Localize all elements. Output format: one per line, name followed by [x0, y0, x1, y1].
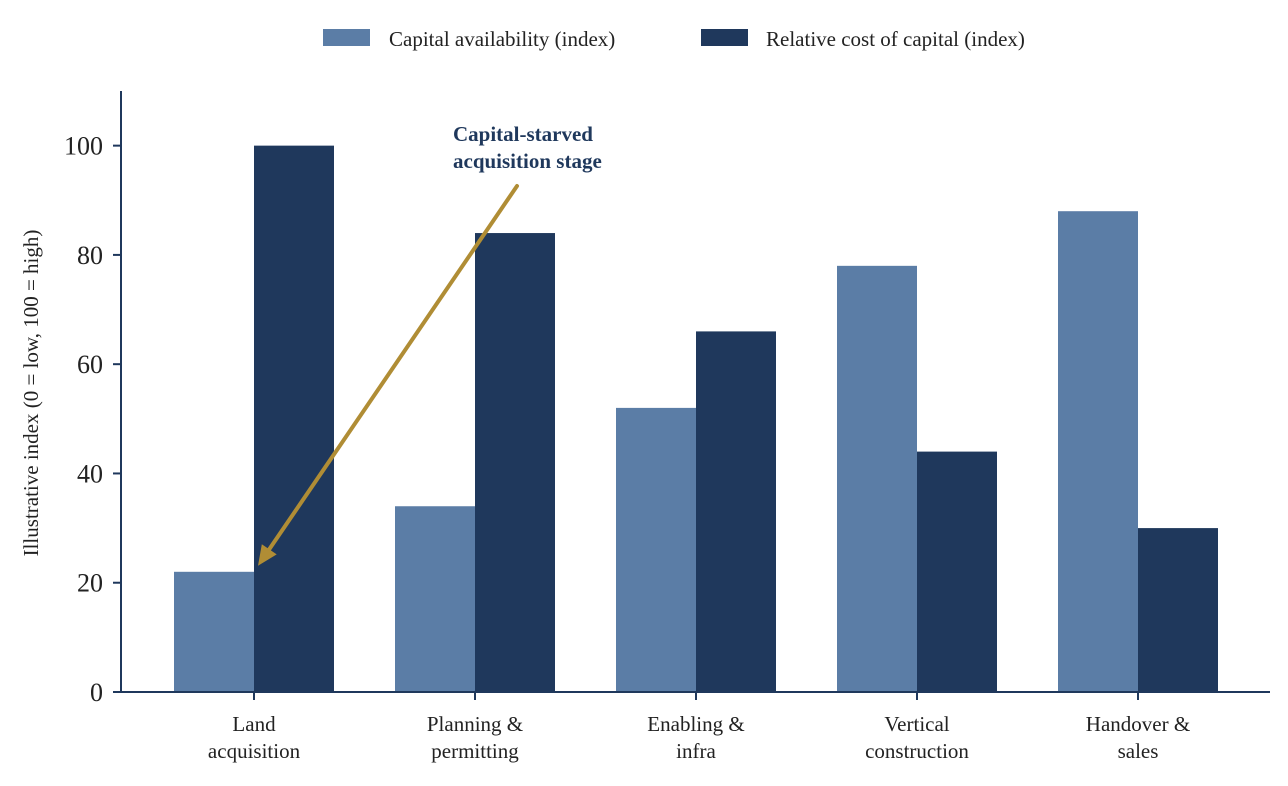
- x-tick-label: Planning & permitting: [427, 712, 523, 763]
- y-tick-label: 100: [64, 132, 103, 161]
- x-axis-ticks: Land acquisition Planning & permitting Enabl…: [208, 692, 1190, 763]
- x-tick-label-line: Land: [232, 712, 276, 736]
- bar-capital-availability-2: [616, 407, 696, 692]
- x-tick-label-line: Vertical: [884, 712, 949, 736]
- x-tick-label: Enabling & infra: [647, 712, 744, 763]
- x-tick-label: Vertical construction: [865, 712, 969, 763]
- x-tick-label-line: Handover &: [1086, 712, 1190, 736]
- bar-capital-availability-1: [395, 506, 475, 692]
- y-axis-ticks: 0 20 40 60 80 100: [64, 132, 121, 707]
- x-tick-label: Handover & sales: [1086, 712, 1190, 763]
- x-tick-label-line: Enabling &: [647, 712, 744, 736]
- legend: Capital availability (index) Relative co…: [323, 27, 1025, 51]
- annotation-arrow-head: [258, 544, 277, 566]
- bar-capital-availability-4: [1058, 211, 1138, 692]
- legend-swatch-capital-availability: [323, 29, 370, 46]
- y-tick-label: 60: [77, 350, 103, 379]
- y-tick-label: 40: [77, 459, 103, 488]
- x-tick-label: Land acquisition: [208, 712, 301, 763]
- x-tick-label-line: sales: [1118, 739, 1159, 763]
- bars-group: [174, 145, 1218, 693]
- y-axis-title: Illustrative index (0 = low, 100 = high): [19, 230, 43, 557]
- bar-relative-cost-1: [475, 233, 555, 692]
- x-tick-label-line: permitting: [431, 739, 519, 763]
- annotation-arrow: [267, 184, 519, 552]
- bar-capital-availability-0: [174, 571, 254, 692]
- bar-relative-cost-3: [917, 451, 997, 692]
- bar-relative-cost-2: [696, 331, 776, 692]
- y-tick-label: 0: [90, 678, 103, 707]
- bar-relative-cost-0: [254, 145, 334, 693]
- x-tick-label-line: infra: [676, 739, 716, 763]
- legend-label-relative-cost: Relative cost of capital (index): [766, 27, 1025, 51]
- y-tick-label: 80: [77, 241, 103, 270]
- x-tick-label-line: acquisition: [208, 739, 301, 763]
- bar-relative-cost-4: [1138, 528, 1218, 692]
- legend-label-capital-availability: Capital availability (index): [389, 27, 615, 51]
- y-tick-label: 20: [77, 569, 103, 598]
- annotation: Capital-starved acquisition stage: [258, 122, 602, 566]
- annotation-label-line-1: Capital-starved: [453, 122, 593, 146]
- x-tick-label-line: construction: [865, 739, 969, 763]
- annotation-label-line-2: acquisition stage: [453, 149, 602, 173]
- bar-capital-availability-3: [837, 265, 917, 692]
- legend-swatch-relative-cost: [701, 29, 748, 46]
- x-tick-label-line: Planning &: [427, 712, 523, 736]
